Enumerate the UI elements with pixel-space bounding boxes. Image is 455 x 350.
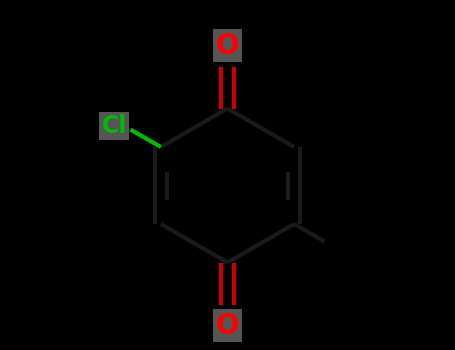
Text: O: O (216, 32, 239, 60)
Text: O: O (216, 312, 239, 340)
Text: Cl: Cl (101, 114, 127, 138)
